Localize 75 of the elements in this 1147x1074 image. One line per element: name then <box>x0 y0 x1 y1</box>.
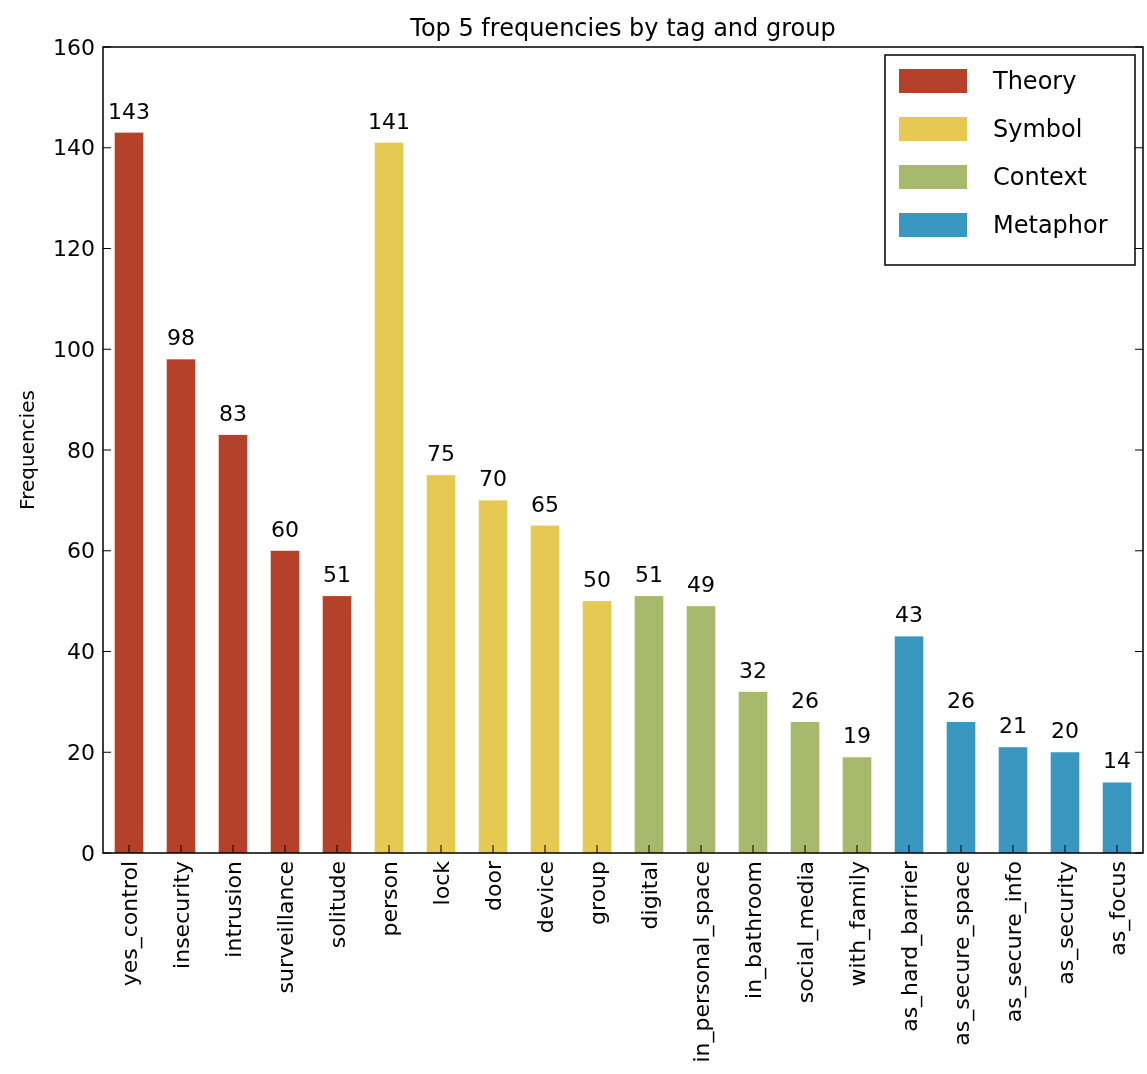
y-tick-label: 80 <box>67 437 95 463</box>
data-label: 21 <box>999 713 1027 739</box>
y-tick-label: 120 <box>53 236 95 262</box>
x-tick-label: surveillance <box>273 861 298 994</box>
bar <box>374 142 404 853</box>
bar <box>114 132 144 853</box>
bar <box>270 550 300 853</box>
y-tick-label: 20 <box>67 739 95 765</box>
x-tick-label: in_personal_space <box>689 861 715 1063</box>
x-tick-label: device <box>533 861 558 934</box>
y-tick-label: 160 <box>53 34 95 60</box>
x-tick-label: as_secure_info <box>1001 861 1027 1023</box>
x-tick-label: intrusion <box>221 861 246 958</box>
data-label: 51 <box>323 562 351 588</box>
data-label: 83 <box>219 400 247 426</box>
data-label: 60 <box>271 516 299 542</box>
bar <box>478 500 508 853</box>
bar <box>686 606 716 853</box>
bar <box>790 722 820 853</box>
bar <box>998 747 1028 853</box>
x-tick-label: lock <box>429 860 454 906</box>
x-tick-label: in_bathroom <box>741 861 767 999</box>
bar <box>946 722 976 853</box>
x-tick-label: as_security <box>1053 861 1079 985</box>
x-tick-label: group <box>585 861 610 925</box>
y-tick-label: 40 <box>67 639 95 665</box>
bar <box>894 636 924 853</box>
legend-label: Context <box>993 163 1088 192</box>
data-label: 50 <box>583 567 611 593</box>
x-tick-label: solitude <box>325 861 350 949</box>
bar <box>322 596 352 853</box>
data-label: 26 <box>791 688 819 714</box>
data-label: 98 <box>167 325 195 351</box>
bar <box>166 359 196 853</box>
y-tick-label: 0 <box>81 840 95 866</box>
bar <box>738 691 768 853</box>
chart-title: Top 5 frequencies by tag and group <box>409 14 836 42</box>
bar <box>530 525 560 853</box>
x-tick-label: person <box>377 861 402 937</box>
data-label: 26 <box>947 688 975 714</box>
data-label: 75 <box>427 441 455 467</box>
x-tick-label: as_focus <box>1105 861 1131 956</box>
x-tick-label: as_hard_barrier <box>897 860 923 1032</box>
legend-label: Theory <box>992 67 1077 96</box>
x-tick-label: yes_control <box>117 861 143 987</box>
legend-label: Symbol <box>993 115 1083 144</box>
y-tick-label: 60 <box>67 538 95 564</box>
legend-label: Metaphor <box>993 211 1108 240</box>
data-label: 32 <box>739 657 767 683</box>
data-label: 70 <box>479 466 507 492</box>
bar <box>426 475 456 853</box>
bar <box>218 434 248 853</box>
data-label: 14 <box>1103 748 1131 774</box>
y-tick-label: 140 <box>53 135 95 161</box>
bar <box>1102 782 1132 853</box>
data-label: 143 <box>108 98 150 124</box>
data-label: 20 <box>1051 718 1079 744</box>
data-label: 51 <box>635 562 663 588</box>
y-axis-title: Frequencies <box>15 390 39 510</box>
data-label: 19 <box>843 723 871 749</box>
x-tick-label: with_family <box>845 861 871 987</box>
data-label: 43 <box>895 602 923 628</box>
x-tick-label: door <box>481 860 506 911</box>
bar <box>1050 752 1080 853</box>
bar <box>582 601 612 853</box>
x-tick-label: social_media <box>793 861 819 1004</box>
data-label: 49 <box>687 572 715 598</box>
x-tick-label: as_secure_space <box>949 861 975 1046</box>
y-tick-label: 100 <box>53 336 95 362</box>
bar <box>634 596 664 853</box>
x-tick-label: insecurity <box>169 861 194 969</box>
bar <box>842 757 872 853</box>
data-label: 65 <box>531 491 559 517</box>
x-tick-label: digital <box>637 861 662 930</box>
data-label: 141 <box>368 108 410 134</box>
